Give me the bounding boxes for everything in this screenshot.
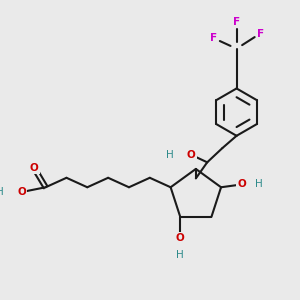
Text: O: O <box>238 179 246 189</box>
Text: F: F <box>257 28 264 38</box>
Text: F: F <box>210 33 218 43</box>
Text: O: O <box>18 187 26 197</box>
Text: F: F <box>233 17 240 27</box>
Text: H: H <box>0 187 4 197</box>
Text: H: H <box>176 250 184 260</box>
Text: H: H <box>167 150 174 160</box>
Text: O: O <box>30 163 39 173</box>
Text: O: O <box>176 233 184 243</box>
Text: O: O <box>187 150 196 160</box>
Text: H: H <box>255 179 263 189</box>
